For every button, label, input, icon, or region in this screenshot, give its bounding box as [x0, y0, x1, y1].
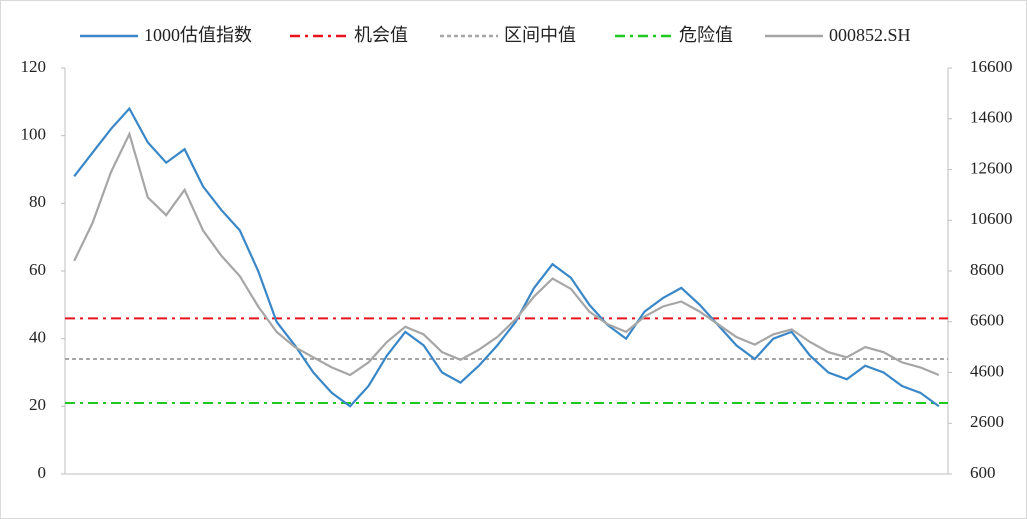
legend-label: 1000估值指数: [144, 25, 252, 45]
y-tick-label: 20: [29, 395, 46, 414]
legend: 1000估值指数 机会值 区间中值 危险值 000852.SH: [80, 25, 911, 45]
y-tick-label: 120: [21, 57, 47, 76]
y2-tick-label: 8600: [970, 260, 1004, 279]
y2-tick-label: 4600: [970, 361, 1004, 380]
y2-tick-label: 14600: [970, 108, 1013, 127]
series-line: [73, 106, 940, 408]
y2-tick-label: 6600: [970, 311, 1004, 330]
y-tick-label: 0: [38, 463, 47, 482]
series-line: [73, 130, 940, 377]
y2-tick-label: 600: [970, 463, 996, 482]
y2-tick-label: 12600: [970, 158, 1013, 177]
y2-tick-label: 2600: [970, 412, 1004, 431]
legend-label: 危险值: [679, 25, 733, 45]
y-tick-label: 40: [29, 328, 46, 347]
legend-label: 机会值: [354, 25, 408, 45]
legend-label: 000852.SH: [829, 25, 911, 45]
y-tick-label: 100: [21, 125, 47, 144]
y-tick-label: 60: [29, 260, 46, 279]
y2-tick-label: 16600: [970, 57, 1013, 76]
legend-label: 区间中值: [504, 25, 576, 45]
y-tick-label: 80: [29, 192, 46, 211]
y2-tick-label: 10600: [970, 209, 1013, 228]
